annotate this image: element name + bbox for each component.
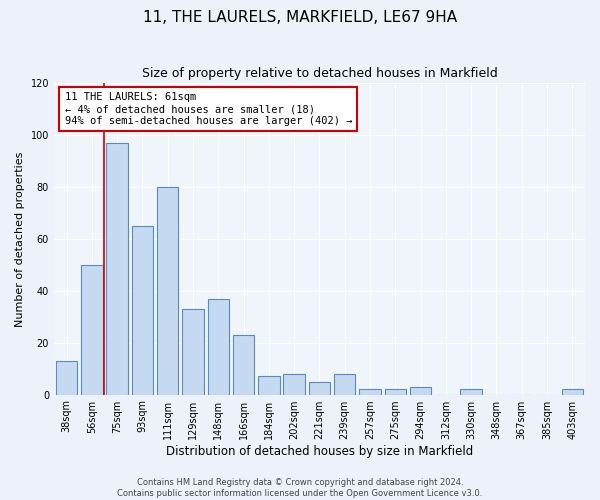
- Text: 11, THE LAURELS, MARKFIELD, LE67 9HA: 11, THE LAURELS, MARKFIELD, LE67 9HA: [143, 10, 457, 25]
- Bar: [334, 374, 355, 394]
- Text: Contains HM Land Registry data © Crown copyright and database right 2024.
Contai: Contains HM Land Registry data © Crown c…: [118, 478, 482, 498]
- Bar: [233, 335, 254, 394]
- Bar: [359, 390, 381, 394]
- Bar: [131, 226, 153, 394]
- Bar: [562, 390, 583, 394]
- Bar: [309, 382, 330, 394]
- Bar: [258, 376, 280, 394]
- X-axis label: Distribution of detached houses by size in Markfield: Distribution of detached houses by size …: [166, 444, 473, 458]
- Text: 11 THE LAURELS: 61sqm
← 4% of detached houses are smaller (18)
94% of semi-detac: 11 THE LAURELS: 61sqm ← 4% of detached h…: [65, 92, 352, 126]
- Bar: [385, 390, 406, 394]
- Bar: [157, 187, 178, 394]
- Bar: [208, 298, 229, 394]
- Bar: [81, 265, 103, 394]
- Bar: [182, 309, 204, 394]
- Bar: [56, 361, 77, 394]
- Bar: [106, 143, 128, 395]
- Bar: [283, 374, 305, 394]
- Bar: [460, 390, 482, 394]
- Title: Size of property relative to detached houses in Markfield: Size of property relative to detached ho…: [142, 68, 497, 80]
- Bar: [410, 387, 431, 394]
- Y-axis label: Number of detached properties: Number of detached properties: [15, 151, 25, 326]
